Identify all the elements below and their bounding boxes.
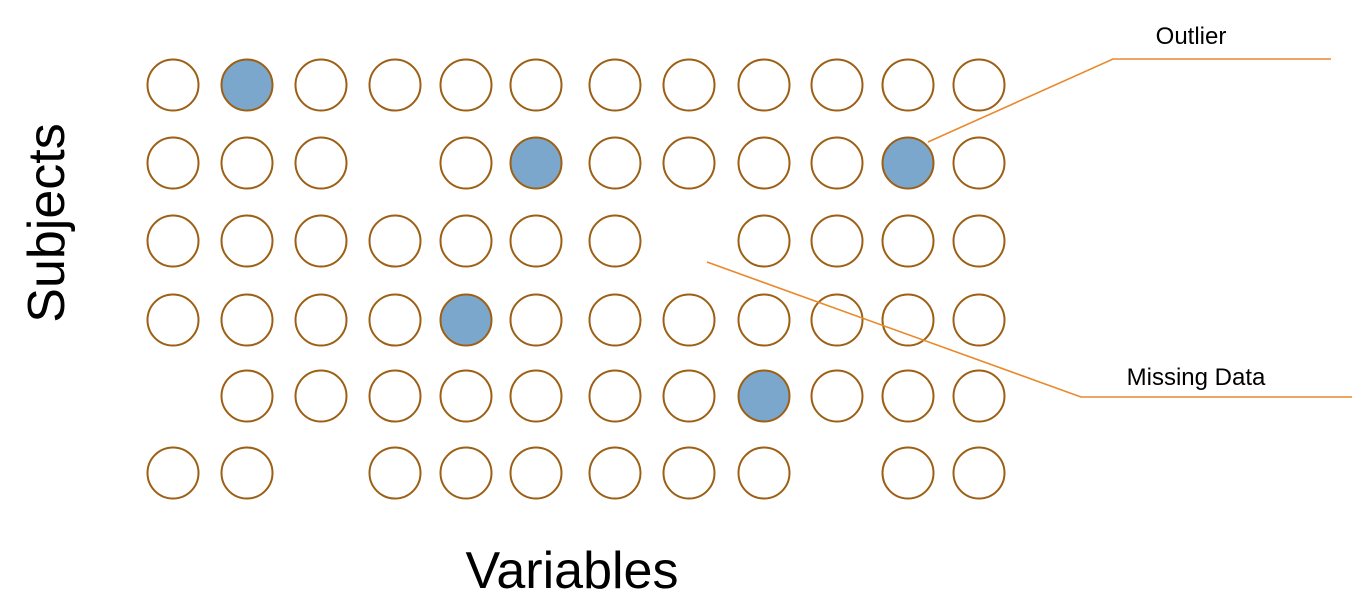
data-point: [220, 214, 274, 268]
data-point: [881, 293, 935, 347]
data-point: [810, 369, 864, 423]
highlighted-data-point: [881, 136, 935, 190]
subjects-axis-title: Subjects: [18, 123, 76, 322]
data-point: [509, 369, 563, 423]
data-point: [662, 369, 716, 423]
data-point: [294, 136, 348, 190]
data-point: [146, 136, 200, 190]
data-point: [588, 369, 642, 423]
data-point: [588, 58, 642, 112]
data-point: [368, 369, 422, 423]
data-point: [737, 446, 791, 500]
highlighted-data-point: [220, 58, 274, 112]
data-point: [220, 293, 274, 347]
data-point: [810, 214, 864, 268]
data-point: [588, 136, 642, 190]
missing-data-leader-line: [706, 261, 1352, 398]
data-point: [509, 214, 563, 268]
highlighted-data-point: [737, 369, 791, 423]
data-point: [881, 214, 935, 268]
data-point: [220, 446, 274, 500]
data-point: [509, 58, 563, 112]
data-point: [588, 214, 642, 268]
data-point: [146, 446, 200, 500]
data-point: [439, 214, 493, 268]
data-point: [662, 58, 716, 112]
data-point: [952, 136, 1006, 190]
data-point: [662, 136, 716, 190]
data-point: [881, 446, 935, 500]
data-point: [220, 136, 274, 190]
data-point: [294, 58, 348, 112]
data-point: [439, 446, 493, 500]
data-point: [368, 58, 422, 112]
data-point: [881, 369, 935, 423]
data-point: [509, 293, 563, 347]
data-point: [737, 293, 791, 347]
data-point: [881, 58, 935, 112]
data-point: [810, 136, 864, 190]
data-point: [294, 369, 348, 423]
data-point: [368, 214, 422, 268]
variables-axis-title: Variables: [466, 542, 679, 600]
data-point: [952, 446, 1006, 500]
outlier-label: Outlier: [1156, 23, 1227, 50]
data-point: [146, 293, 200, 347]
data-point: [439, 136, 493, 190]
data-point: [294, 214, 348, 268]
data-point: [146, 58, 200, 112]
data-point: [737, 214, 791, 268]
data-point: [952, 214, 1006, 268]
highlighted-data-point: [509, 136, 563, 190]
data-point: [294, 293, 348, 347]
data-point: [662, 446, 716, 500]
data-point: [368, 446, 422, 500]
data-point: [810, 58, 864, 112]
data-point: [952, 369, 1006, 423]
data-point: [737, 136, 791, 190]
data-point: [509, 446, 563, 500]
data-point: [439, 369, 493, 423]
data-point: [439, 58, 493, 112]
data-point: [662, 293, 716, 347]
missing-data-label: Missing Data: [1127, 364, 1266, 391]
data-point: [952, 58, 1006, 112]
data-point: [588, 446, 642, 500]
highlighted-data-point: [439, 293, 493, 347]
outlier-leader-line: [927, 58, 1331, 143]
data-point: [588, 293, 642, 347]
data-point: [220, 369, 274, 423]
data-point: [810, 293, 864, 347]
data-point: [737, 58, 791, 112]
data-point: [146, 214, 200, 268]
data-point: [952, 293, 1006, 347]
subject-variable-grid: [146, 58, 1006, 500]
data-point: [368, 293, 422, 347]
